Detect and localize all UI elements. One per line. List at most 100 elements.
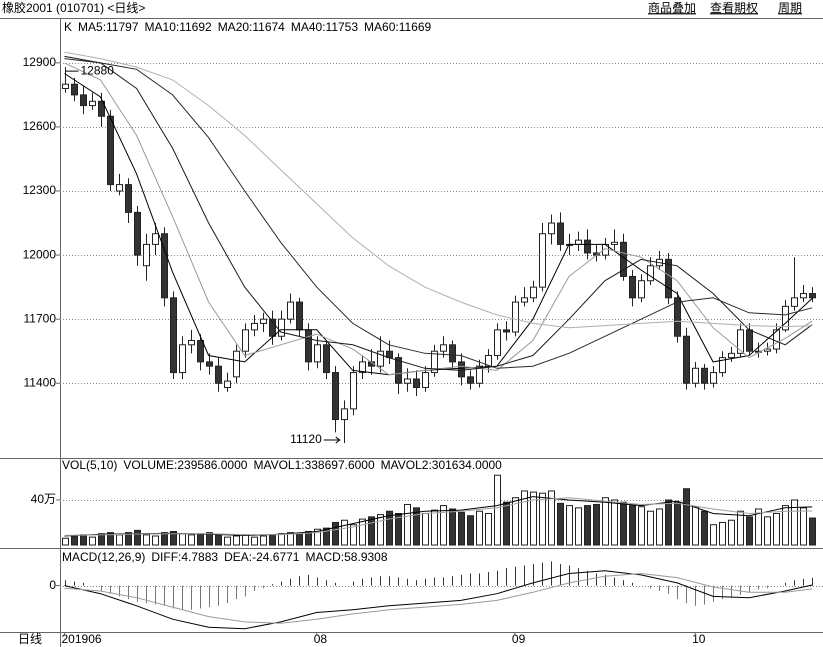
- candle-body: [413, 378, 420, 389]
- legend-entry: DIFF:4.7883: [151, 550, 218, 564]
- volume-bar: [656, 508, 663, 546]
- volume-bar: [71, 535, 78, 546]
- candle-body: [638, 280, 645, 299]
- candle-body: [764, 348, 771, 352]
- candle-body: [305, 329, 312, 363]
- volume-bar: [431, 509, 438, 546]
- candle-body: [530, 286, 537, 299]
- candle-body: [314, 344, 321, 363]
- y-tick-label: 11700: [24, 311, 57, 325]
- options-button[interactable]: 查看期权: [710, 1, 758, 15]
- volume-bar: [305, 530, 312, 546]
- window-title: 橡胶2001 (010701) <日线>: [2, 0, 145, 15]
- volume-bar: [458, 511, 465, 546]
- overlay-button[interactable]: 商品叠加: [648, 0, 696, 15]
- candle-body: [350, 372, 357, 410]
- line-series: [64, 497, 813, 536]
- candle-body: [170, 297, 177, 374]
- candle-body: [476, 365, 483, 384]
- volume-bar: [170, 530, 177, 546]
- volume-bar: [332, 521, 339, 546]
- volume-bar: [692, 506, 699, 546]
- candle-body: [557, 222, 564, 245]
- volume-bar: [575, 507, 582, 546]
- period-button[interactable]: 周期: [778, 1, 802, 15]
- volume-bar: [341, 519, 348, 546]
- candle-body: [152, 233, 159, 245]
- candle-body: [323, 344, 330, 374]
- legend-entry: MAVOL1:338697.6000: [253, 458, 375, 472]
- volume-bar: [512, 497, 519, 546]
- candle-body: [800, 293, 807, 299]
- volume-bar: [89, 536, 96, 546]
- legend-entry: MAVOL2:301634.0000: [381, 458, 503, 472]
- volume-bar: [809, 517, 816, 546]
- volume-bar: [728, 519, 735, 546]
- volume-bar: [782, 505, 789, 546]
- x-tick-label: 09: [512, 632, 526, 646]
- line-series: [64, 496, 813, 537]
- legend-entry: MA5:11797: [78, 20, 139, 34]
- volume-bar: [377, 514, 384, 546]
- candle-body: [737, 329, 744, 354]
- legend-entry: DEA:-24.6771: [224, 550, 300, 564]
- volume-bar: [764, 516, 771, 546]
- volume-bar: [278, 533, 285, 546]
- candle-body: [233, 350, 240, 378]
- candle-body: [674, 297, 681, 337]
- candle-body: [395, 357, 402, 384]
- candle-body: [647, 265, 654, 282]
- volume-bar: [143, 534, 150, 546]
- volume-bar: [395, 512, 402, 546]
- volume-bar: [467, 515, 474, 546]
- min-annotation: 11120: [290, 432, 322, 446]
- volume-bar: [701, 510, 708, 546]
- y-tick-label: 0: [49, 578, 56, 592]
- volume-bar: [584, 505, 591, 546]
- candle-body: [719, 357, 726, 374]
- volume-bar: [755, 508, 762, 546]
- volume-bar: [116, 534, 123, 546]
- volume-bar: [242, 534, 249, 546]
- candle-body: [449, 344, 456, 363]
- candle-body: [377, 350, 384, 367]
- volume-bar: [440, 505, 447, 546]
- volume-bar: [665, 499, 672, 546]
- candle-body: [404, 378, 411, 384]
- volume-bar: [368, 516, 375, 546]
- candle-body: [179, 344, 186, 374]
- candle-body: [359, 361, 366, 374]
- volume-bar: [233, 535, 240, 546]
- candle-body: [746, 329, 753, 352]
- volume-bar: [152, 535, 159, 546]
- candle-body: [224, 380, 231, 389]
- volume-bar: [251, 536, 258, 546]
- legend-label: K: [64, 20, 72, 34]
- candle-body: [116, 184, 123, 192]
- candle-body: [287, 301, 294, 320]
- volume-bar: [494, 474, 501, 546]
- volume-bar: [125, 532, 132, 546]
- candle-body: [296, 301, 303, 331]
- candle-body: [710, 372, 717, 384]
- volume-bar: [98, 533, 105, 546]
- candle-body: [683, 335, 690, 384]
- volume-bar: [422, 512, 429, 546]
- candle-body: [125, 184, 132, 213]
- volume-bar: [260, 535, 267, 546]
- x-tick-label: 08: [314, 632, 328, 646]
- volume-bar: [179, 533, 186, 546]
- candle-body: [512, 301, 519, 333]
- volume-bar: [593, 503, 600, 546]
- candle-body: [260, 318, 267, 324]
- y-tick-label: 12300: [23, 183, 57, 197]
- candle-body: [62, 83, 69, 89]
- candle-body: [575, 239, 582, 245]
- volume-bar: [647, 510, 654, 546]
- volume-bar: [800, 507, 807, 546]
- volume-bar: [404, 503, 411, 546]
- candle-body: [107, 115, 114, 186]
- candle-body: [71, 83, 78, 96]
- y-tick-label: 12000: [23, 247, 57, 261]
